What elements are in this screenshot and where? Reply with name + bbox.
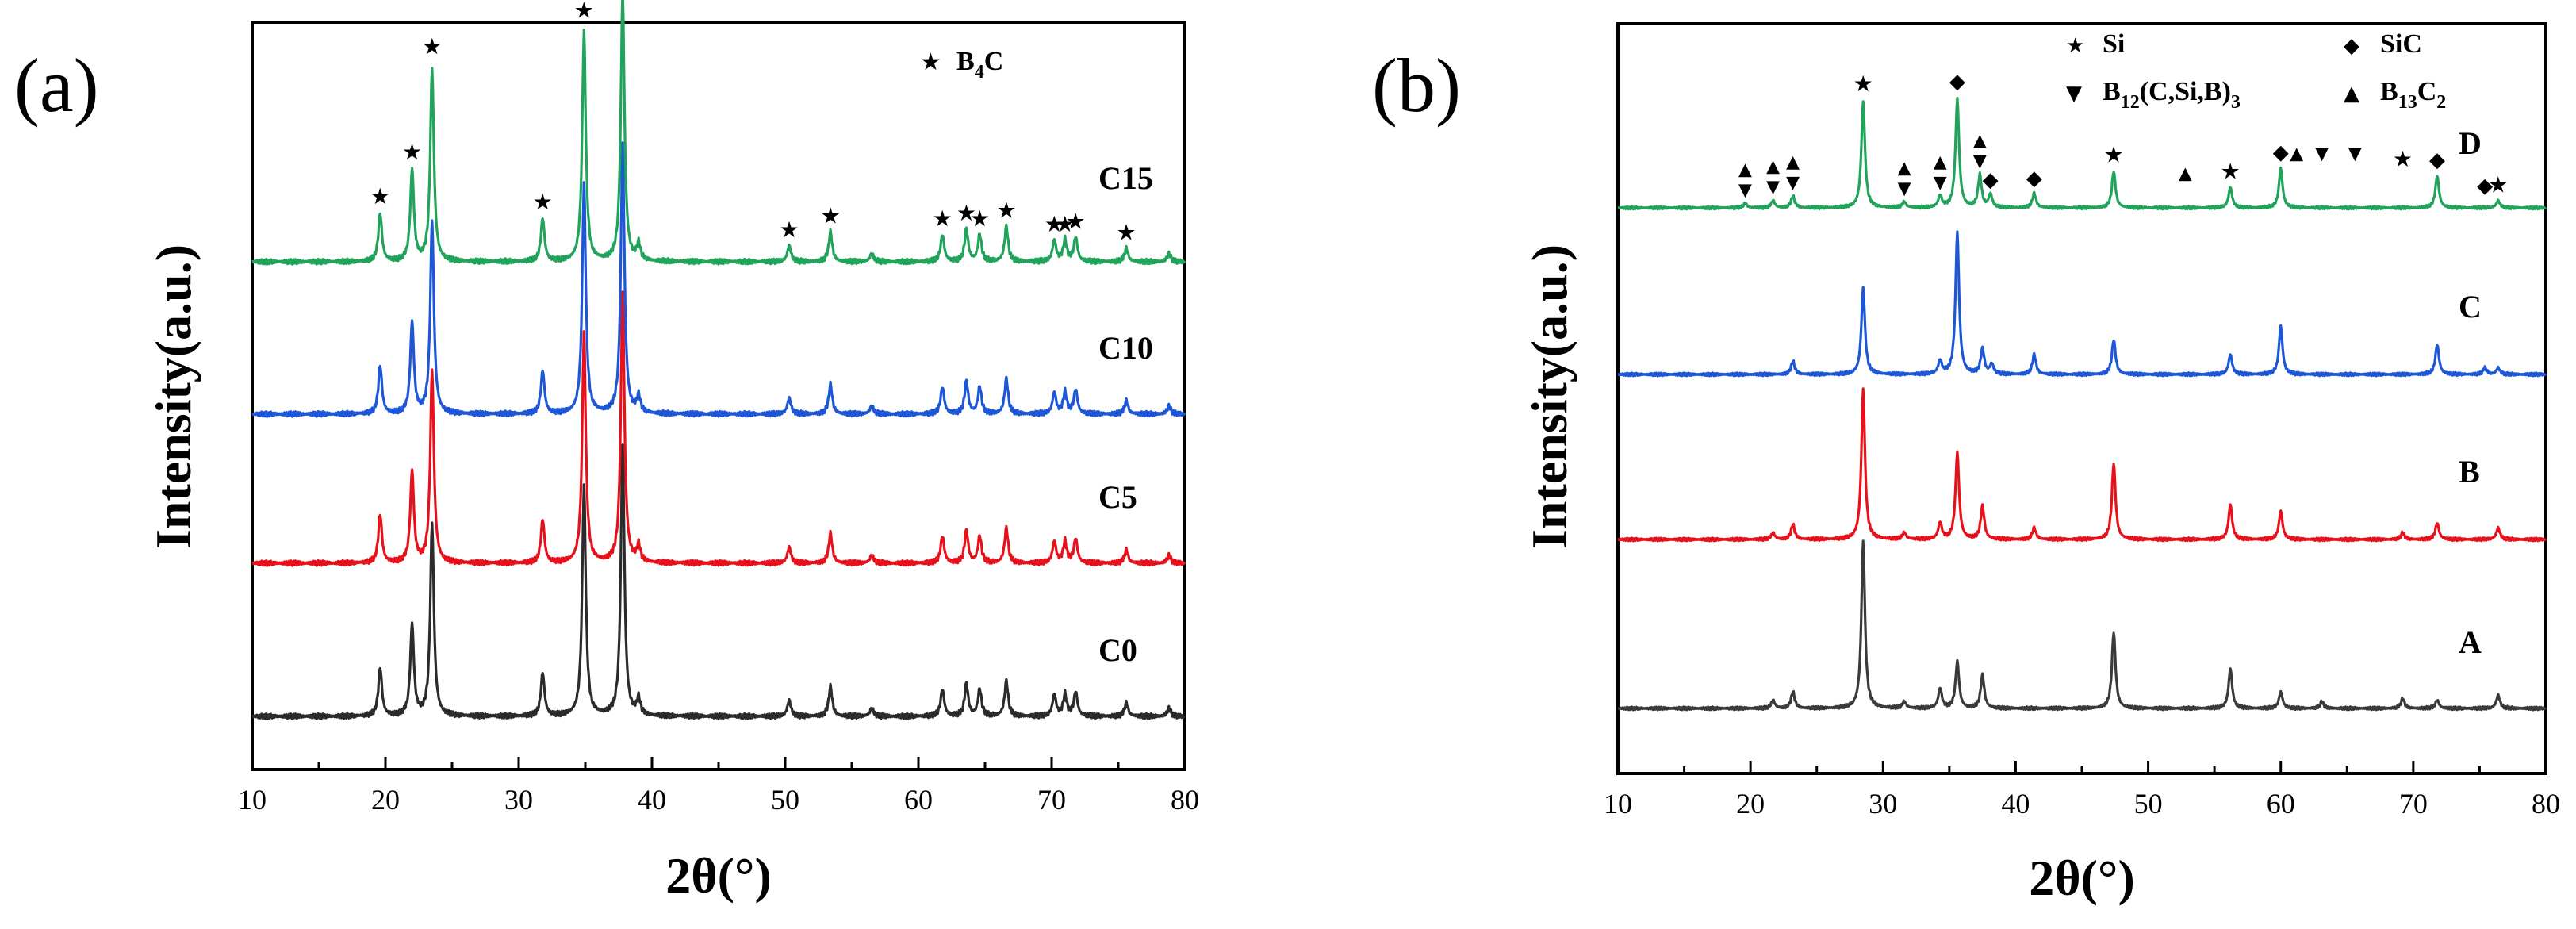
peak-marker: ▼ bbox=[1973, 152, 1987, 171]
plot-frame bbox=[1616, 22, 2547, 775]
x-tick-label: 20 bbox=[1736, 788, 1765, 820]
peak-marker: ▼ bbox=[1934, 173, 1947, 193]
series-line-c0 bbox=[251, 443, 1186, 720]
peak-marker: ◆ bbox=[2477, 174, 2493, 198]
peak-marker: ★ bbox=[821, 202, 841, 228]
peak-marker: ★ bbox=[422, 33, 442, 60]
panel-b: 10 20 30 40 50 60 70 80 (b) Intensity(a.u.) 2θ(°) A… bbox=[1372, 22, 2560, 906]
peak-marker: ▲ bbox=[1766, 156, 1780, 176]
series-line-d bbox=[1617, 97, 2547, 211]
peak-marker: ▲ bbox=[1934, 152, 1947, 172]
series-label-c10: C10 bbox=[1098, 330, 1153, 366]
legend-label: Si bbox=[2103, 29, 2125, 59]
panel-letter: (b) bbox=[1372, 43, 1461, 128]
x-tick-label: 20 bbox=[371, 784, 400, 816]
peak-marker: ▼ bbox=[1898, 179, 1911, 198]
peak-marker: ★ bbox=[2393, 146, 2413, 172]
x-tick-label: 10 bbox=[238, 784, 266, 816]
peak-marker: ▲ bbox=[1786, 152, 1800, 172]
x-tick-label: 70 bbox=[1037, 784, 1066, 816]
x-tick-label: 60 bbox=[904, 784, 933, 816]
series-line-a bbox=[1617, 539, 2547, 712]
x-tick-label: 70 bbox=[2399, 788, 2428, 820]
peak-marker: ▼ bbox=[1738, 180, 1752, 200]
peak-marker: ★ bbox=[2221, 158, 2241, 184]
x-tick-label: 40 bbox=[638, 784, 666, 816]
peak-marker: ★ bbox=[779, 217, 799, 243]
y-axis-title: Intensity(a.u.) bbox=[145, 244, 201, 549]
y-axis-title: Intensity(a.u.) bbox=[1521, 244, 1577, 549]
peak-marker: ★ bbox=[402, 139, 422, 165]
peak-marker: ★ bbox=[956, 200, 976, 226]
series-line-c10 bbox=[251, 141, 1186, 418]
peak-marker: ★ bbox=[933, 205, 953, 232]
x-tick-label: 30 bbox=[504, 784, 533, 816]
panel-a: 10 20 30 40 50 60 70 80 (a) Intensity(a.u.) 2θ(°) C… bbox=[14, 0, 1199, 904]
peak-marker: ★ bbox=[1117, 219, 1137, 245]
series-label-b: B bbox=[2459, 454, 2480, 489]
peak-marker: ★ bbox=[2104, 141, 2124, 167]
peak-marker: ★ bbox=[533, 189, 553, 215]
peak-marker: ◆ bbox=[1983, 168, 1999, 192]
peak-marker: ★ bbox=[1066, 208, 1086, 234]
peak-marker: ▼ bbox=[1786, 173, 1800, 193]
legend-symbol: ★ bbox=[920, 48, 941, 76]
peak-marker: ▼ bbox=[2315, 144, 2329, 164]
peak-marker: ★ bbox=[370, 183, 390, 209]
x-tick-label: 10 bbox=[1604, 788, 1632, 820]
series-line-c15 bbox=[251, 0, 1186, 266]
legend-symbol: ★ bbox=[2066, 34, 2084, 58]
x-tick-label: 80 bbox=[1171, 784, 1199, 816]
x-tick-label: 60 bbox=[2267, 788, 2295, 820]
peak-marker: ▼ bbox=[2348, 144, 2362, 164]
plot-frame bbox=[251, 21, 1186, 771]
peak-marker: ▲ bbox=[1973, 131, 1987, 151]
x-tick-label: 40 bbox=[2001, 788, 2030, 820]
peak-marker: ▲ bbox=[2179, 163, 2192, 183]
series-label-c: C bbox=[2459, 289, 2482, 324]
legend-label: B4C bbox=[956, 47, 1003, 83]
series-label-c0: C0 bbox=[1098, 632, 1137, 668]
peak-marker: ▲ bbox=[1738, 159, 1752, 179]
peak-marker: ★ bbox=[996, 197, 1016, 223]
peak-marker: ★ bbox=[1055, 211, 1075, 237]
peak-marker: ◆ bbox=[2429, 148, 2445, 172]
peak-marker: ◆ bbox=[2026, 167, 2042, 190]
series-line-c5 bbox=[251, 290, 1186, 567]
panel-letter: (a) bbox=[14, 43, 99, 128]
legend-symbol: ▼ bbox=[2066, 82, 2082, 106]
x-axis-title: 2θ(°) bbox=[665, 847, 772, 904]
x-axis-title: 2θ(°) bbox=[2029, 850, 2135, 906]
peak-marker: ▼ bbox=[1766, 177, 1780, 197]
peak-marker: ▲ bbox=[1898, 158, 1911, 178]
series-line-c bbox=[1617, 230, 2547, 378]
peak-marker: ★ bbox=[2488, 171, 2508, 198]
peak-marker: ◆ bbox=[2273, 141, 2289, 165]
series-line-b bbox=[1617, 387, 2547, 543]
x-tick-label: 80 bbox=[2532, 788, 2560, 820]
x-tick-label: 50 bbox=[771, 784, 799, 816]
series-label-c5: C5 bbox=[1098, 479, 1137, 515]
legend-symbol: ◆ bbox=[2344, 34, 2359, 58]
x-tick-label: 50 bbox=[2134, 788, 2163, 820]
peak-marker: ★ bbox=[1853, 71, 1873, 97]
peak-marker: ★ bbox=[574, 0, 594, 23]
peak-marker: ★ bbox=[970, 205, 990, 232]
peak-marker: ★ bbox=[1045, 211, 1064, 237]
x-tick-label: 30 bbox=[1869, 788, 1897, 820]
legend-label: B13C2 bbox=[2380, 77, 2446, 113]
legend-label: SiC bbox=[2380, 29, 2422, 59]
peak-marker: ▲ bbox=[2290, 144, 2303, 164]
series-label-c15: C15 bbox=[1098, 160, 1153, 196]
peak-marker: ◆ bbox=[1949, 70, 1965, 94]
legend-label: B12(C,Si,B)3 bbox=[2103, 77, 2241, 113]
legend-symbol: ▲ bbox=[2344, 82, 2359, 106]
series-label-a: A bbox=[2459, 624, 2482, 660]
series-label-d: D bbox=[2459, 125, 2482, 161]
